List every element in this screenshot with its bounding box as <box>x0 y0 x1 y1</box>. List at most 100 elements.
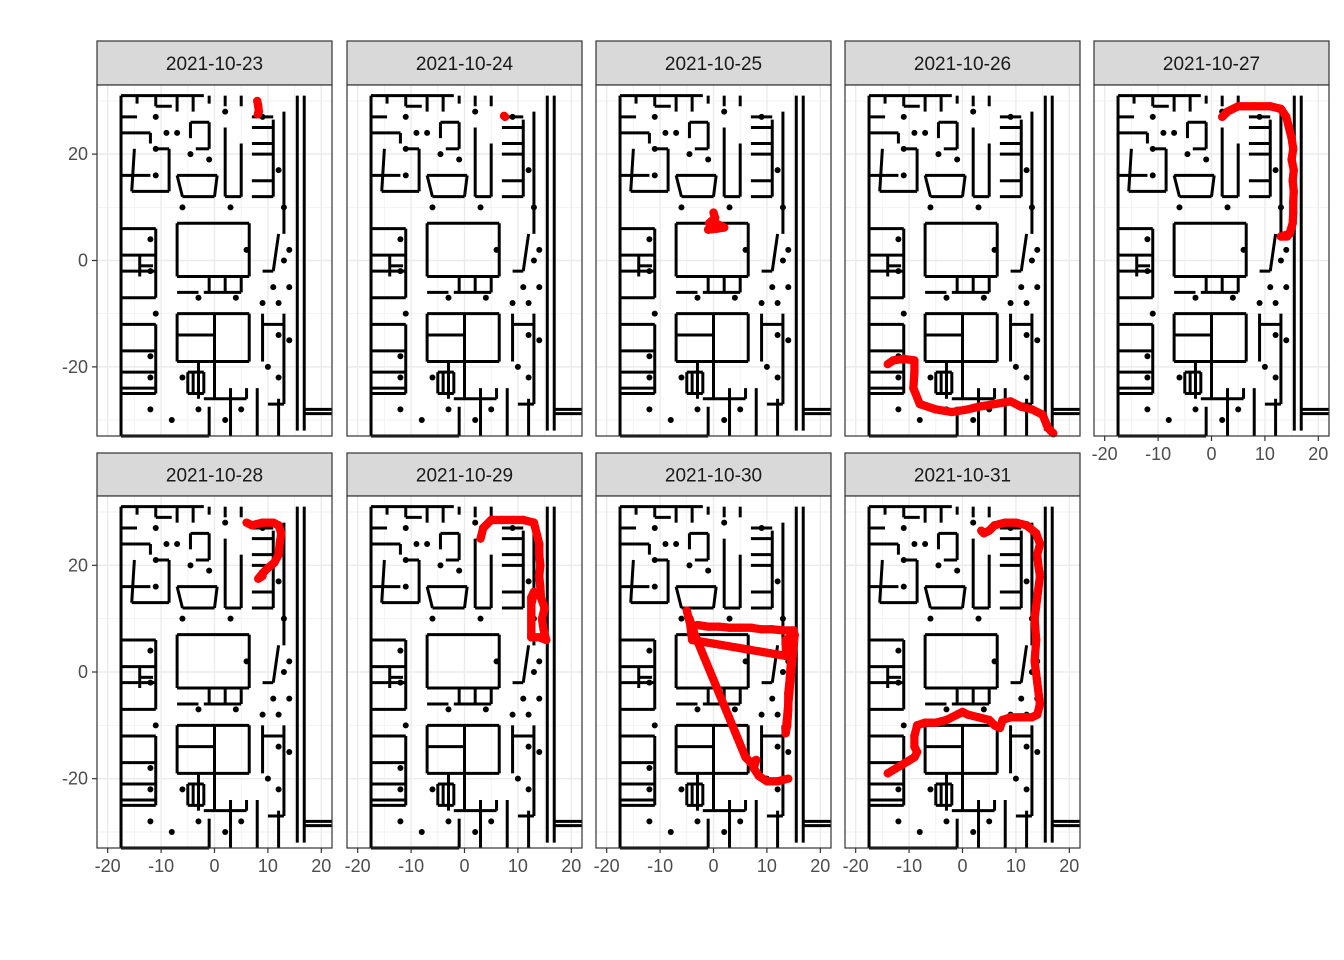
data-point <box>527 598 536 607</box>
floorplan-marker <box>986 818 993 825</box>
facet-panel-2021-10-24: 2021-10-24 <box>346 40 583 438</box>
floorplan <box>119 94 332 438</box>
facet-panel-2021-10-26: 2021-10-26 <box>844 40 1081 438</box>
floorplan <box>867 94 1080 438</box>
floorplan-marker <box>769 695 776 702</box>
floorplan-marker <box>726 615 733 622</box>
floorplan-marker <box>163 541 170 547</box>
floorplan-wall <box>271 233 281 272</box>
floorplan-wall <box>521 233 531 272</box>
floorplan-marker <box>774 786 781 793</box>
floorplan-marker <box>187 151 194 158</box>
floorplan-marker <box>402 172 409 179</box>
floorplan-marker <box>935 562 942 569</box>
floorplan-marker <box>1023 374 1030 381</box>
trajectory-points <box>883 354 1058 438</box>
x-tick-label: -20 <box>843 856 869 876</box>
trajectory-points <box>703 208 729 234</box>
y-tick-label: -20 <box>62 357 88 377</box>
floorplan-marker <box>525 374 532 381</box>
floorplan-wall <box>712 175 718 197</box>
floorplan-marker <box>472 108 479 115</box>
floorplan-marker <box>424 541 431 547</box>
floorplan-marker <box>980 294 987 301</box>
floorplan-marker <box>779 204 786 211</box>
floorplan-wall <box>463 586 469 609</box>
x-tick-label: 0 <box>1206 444 1216 464</box>
floorplan-marker <box>785 246 792 253</box>
floorplan-marker <box>651 310 658 317</box>
floorplan-marker <box>646 353 653 360</box>
floorplan-marker <box>1023 743 1030 750</box>
floorplan-marker <box>1023 167 1030 174</box>
floorplan-marker <box>525 578 532 585</box>
floorplan-marker <box>1176 204 1183 211</box>
floorplan-marker <box>536 284 543 291</box>
floorplan-marker <box>667 829 674 835</box>
x-tick-label: -20 <box>95 856 121 876</box>
floorplan-marker <box>259 711 266 718</box>
data-point <box>253 110 262 119</box>
floorplan-marker <box>413 541 420 547</box>
floorplan-marker <box>275 786 282 793</box>
floorplan-marker <box>280 669 287 675</box>
floorplan-marker <box>991 246 998 253</box>
floorplan-marker <box>437 562 444 569</box>
floorplan-marker <box>651 583 658 590</box>
floorplan-marker <box>536 658 543 665</box>
floorplan-marker <box>402 310 409 317</box>
x-tick-label: 10 <box>508 856 528 876</box>
floorplan-marker <box>147 679 154 686</box>
floorplan-marker <box>774 711 781 718</box>
floorplan-marker <box>509 525 516 531</box>
floorplan-wall <box>175 175 184 198</box>
floorplan-wall <box>629 559 635 603</box>
floorplan-marker <box>195 818 202 825</box>
floorplan-marker <box>911 129 918 136</box>
floorplan-marker <box>286 658 293 665</box>
floorplan-marker <box>275 331 282 338</box>
panel-border <box>595 84 832 437</box>
floorplan-marker <box>651 145 658 152</box>
floorplan-marker <box>1192 294 1199 301</box>
floorplan-marker <box>520 695 527 702</box>
facet-panel-2021-10-29: 2021-10-29 -20 -10 0 10 20 <box>345 452 583 876</box>
floorplan-marker <box>397 353 404 360</box>
floorplan-marker <box>147 353 154 360</box>
floorplan-wall <box>130 559 136 603</box>
floorplan-marker <box>900 145 907 152</box>
panel-border <box>844 84 1081 437</box>
floorplan-marker <box>147 406 154 413</box>
floorplan-marker <box>1256 113 1263 120</box>
floorplan-marker <box>1007 113 1014 120</box>
x-tick-label: 20 <box>1308 444 1328 464</box>
floorplan-marker <box>731 294 738 301</box>
x-tick-label: -20 <box>345 856 371 876</box>
floorplan-marker <box>1256 300 1263 307</box>
floorplan-marker <box>402 722 409 729</box>
floorplan-marker <box>397 765 404 771</box>
floorplan-marker <box>1267 284 1274 291</box>
floorplan-marker <box>686 151 693 158</box>
floorplan-marker <box>763 363 770 370</box>
x-axis: -20 -10 0 10 20 <box>1092 436 1328 464</box>
floorplan-marker <box>1144 406 1151 413</box>
floorplan-marker <box>286 749 293 755</box>
floorplan-marker <box>694 406 701 413</box>
floorplan-wall <box>629 148 635 192</box>
floorplan-marker <box>1023 578 1030 585</box>
y-tick-label: 20 <box>68 144 88 164</box>
floorplan-marker <box>900 557 907 563</box>
floorplan-wall <box>175 586 184 609</box>
floorplan-marker <box>402 583 409 590</box>
floorplan-marker <box>275 374 282 381</box>
floorplan-marker <box>509 113 516 120</box>
floorplan-marker <box>673 541 680 547</box>
floorplan-marker <box>646 679 653 686</box>
panel-border <box>346 84 583 437</box>
floorplan-wall <box>463 175 469 197</box>
floorplan-marker <box>895 406 902 413</box>
floorplan-marker <box>774 578 781 585</box>
floorplan-marker <box>1184 151 1191 158</box>
data-point <box>258 571 267 581</box>
